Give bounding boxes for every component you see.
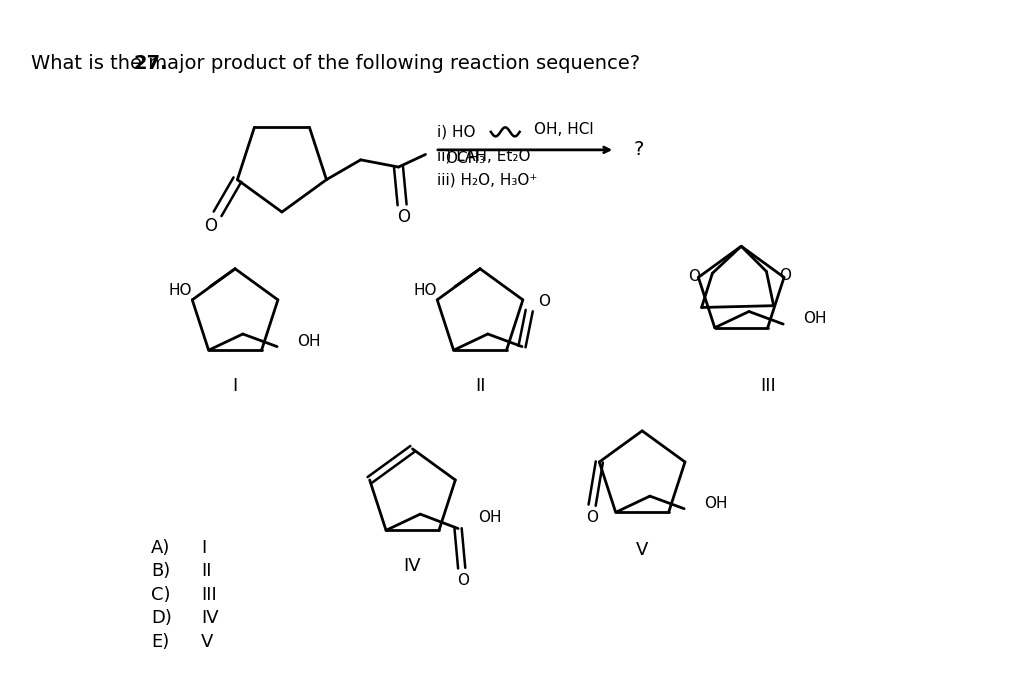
Text: V: V <box>636 541 648 559</box>
Text: B): B) <box>152 562 171 580</box>
Text: O: O <box>458 574 469 588</box>
Text: HO: HO <box>168 283 191 298</box>
Text: OH: OH <box>803 311 826 326</box>
Text: OH: OH <box>478 510 502 525</box>
Text: IV: IV <box>403 557 421 575</box>
Text: E): E) <box>152 633 170 651</box>
Text: iii) H₂O, H₃O⁺: iii) H₂O, H₃O⁺ <box>437 173 538 188</box>
Text: ?: ? <box>633 141 643 159</box>
Text: O: O <box>539 294 550 309</box>
Text: O: O <box>688 269 699 285</box>
Text: OH: OH <box>703 496 727 511</box>
Text: IV: IV <box>201 609 218 627</box>
Text: III: III <box>761 377 776 395</box>
Text: III: III <box>201 586 217 603</box>
Text: O: O <box>204 217 217 235</box>
Text: O: O <box>397 209 411 226</box>
Text: O: O <box>779 267 792 283</box>
Text: HO: HO <box>414 283 437 298</box>
Text: D): D) <box>152 609 172 627</box>
Text: i) HO: i) HO <box>437 125 475 139</box>
Text: OH, HCl: OH, HCl <box>535 122 594 136</box>
Text: What is the major product of the following reaction sequence?: What is the major product of the followi… <box>32 54 641 73</box>
Text: OCH₃: OCH₃ <box>445 150 485 166</box>
Text: II: II <box>201 562 211 580</box>
Text: I: I <box>201 539 206 557</box>
Text: II: II <box>475 377 485 395</box>
Text: V: V <box>201 633 213 651</box>
Text: I: I <box>232 377 238 395</box>
Text: A): A) <box>152 539 171 557</box>
Text: O: O <box>586 510 598 525</box>
Text: OH: OH <box>297 333 321 349</box>
Text: C): C) <box>152 586 171 603</box>
Text: 27.: 27. <box>133 54 168 73</box>
Text: ii) LAH, Et₂O: ii) LAH, Et₂O <box>437 149 530 164</box>
